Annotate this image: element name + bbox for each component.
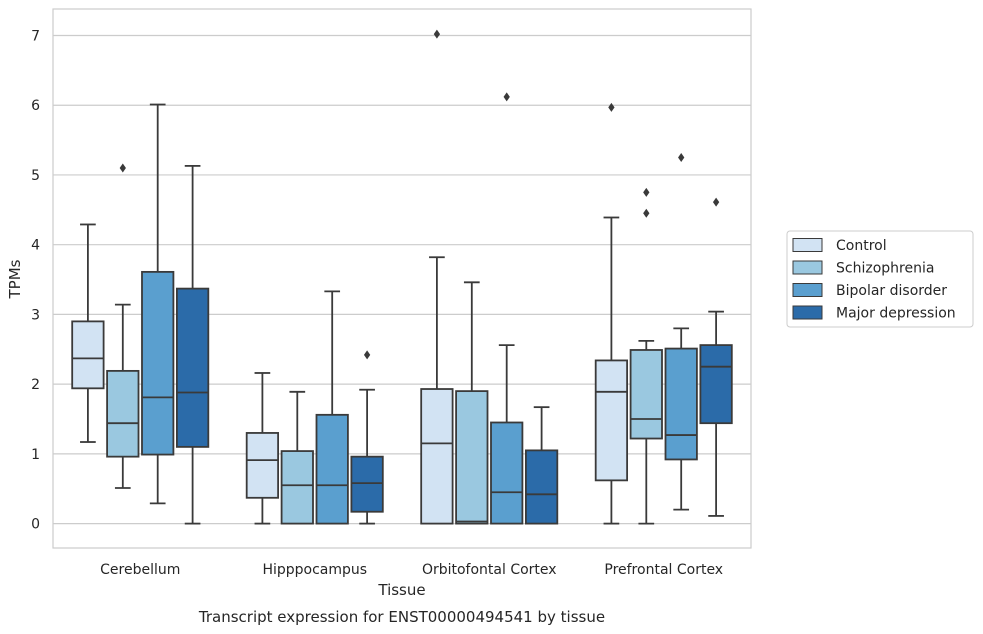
box-control-cerebellum xyxy=(71,223,105,443)
box-schizophrenia-orbitofontal-cortex xyxy=(455,281,489,525)
y-tick-label-5: 5 xyxy=(31,168,40,184)
box-bipolar-disorder-orbitofontal-cortex xyxy=(490,92,524,525)
outlier-marker xyxy=(643,187,650,197)
x-tick-label-cerebellum: Cerebellum xyxy=(100,562,180,578)
y-tick-label-2: 2 xyxy=(31,377,40,393)
outlier-marker xyxy=(643,208,650,218)
legend-swatch-bipolar-disorder xyxy=(792,283,823,297)
y-tick-label-1: 1 xyxy=(31,447,40,463)
legend-label-major-depression: Major depression xyxy=(836,306,956,322)
box-body xyxy=(141,270,175,456)
y-tick-label-7: 7 xyxy=(31,28,40,44)
box-body xyxy=(455,390,489,525)
box-body xyxy=(71,320,105,390)
legend-label-control: Control xyxy=(836,238,887,254)
legend: Control Schizophrenia Bipolar disorder Majo… xyxy=(786,230,974,328)
box-body xyxy=(664,347,698,461)
box-schizophrenia-cerebellum xyxy=(106,163,140,489)
y-axis-title: TPMs xyxy=(6,259,24,299)
box-body xyxy=(175,287,210,448)
y-tick-label-3: 3 xyxy=(31,307,40,323)
chart-caption: Transcript expression for ENST0000049454… xyxy=(198,608,605,626)
box-control-orbitofontal-cortex xyxy=(420,29,454,525)
outlier-marker xyxy=(678,153,685,163)
box-major-depression-hipppocampus xyxy=(350,350,384,525)
x-ticks: Cerebellum Hipppocampus Orbitofontal Corte… xyxy=(100,562,723,578)
box-major-depression-orbitofontal-cortex xyxy=(524,406,559,525)
box-body xyxy=(280,450,314,525)
y-tick-label-6: 6 xyxy=(31,98,40,114)
box-body xyxy=(524,449,559,525)
box-body xyxy=(490,421,524,525)
box-schizophrenia-hipppocampus xyxy=(280,390,314,525)
box-major-depression-cerebellum xyxy=(175,164,210,525)
box-plots xyxy=(71,29,733,525)
box-schizophrenia-prefrontal-cortex xyxy=(629,187,663,525)
y-ticks: 0 1 2 3 4 5 6 7 xyxy=(31,28,40,532)
box-bipolar-disorder-hipppocampus xyxy=(315,290,349,525)
x-tick-label-hipppocampus: Hipppocampus xyxy=(262,562,367,578)
legend-frame xyxy=(786,230,974,328)
box-body xyxy=(594,359,629,482)
legend-swatch-control xyxy=(792,238,823,252)
legend-label-bipolar-disorder: Bipolar disorder xyxy=(836,283,947,299)
outlier-marker xyxy=(608,102,615,112)
outlier-marker xyxy=(119,163,126,173)
legend-swatch-schizophrenia xyxy=(792,260,823,275)
box-body xyxy=(106,369,140,458)
y-tick-label-4: 4 xyxy=(31,238,40,254)
x-tick-label-prefrontal-cortex: Prefrontal Cortex xyxy=(604,562,723,578)
box-body xyxy=(350,455,384,513)
box-body xyxy=(245,432,280,499)
plot-frame xyxy=(52,8,752,549)
outlier-marker xyxy=(363,350,371,360)
x-axis-title: Tissue xyxy=(377,581,425,599)
outlier-marker xyxy=(433,29,441,39)
box-bipolar-disorder-prefrontal-cortex xyxy=(664,153,698,511)
outlier-marker xyxy=(712,197,720,207)
legend-label-schizophrenia: Schizophrenia xyxy=(836,261,934,277)
legend-swatch-major-depression xyxy=(792,305,823,320)
box-body xyxy=(629,349,663,440)
box-body xyxy=(420,388,454,525)
outlier-marker xyxy=(503,92,510,102)
box-major-depression-prefrontal-cortex xyxy=(699,197,733,517)
box-control-hipppocampus xyxy=(245,372,280,525)
y-tick-label-0: 0 xyxy=(31,517,40,533)
box-control-prefrontal-cortex xyxy=(594,102,629,525)
box-body xyxy=(699,344,733,425)
x-tick-label-orbitofontal-cortex: Orbitofontal Cortex xyxy=(422,562,557,578)
box-bipolar-disorder-cerebellum xyxy=(141,103,175,505)
box-body xyxy=(315,413,349,525)
